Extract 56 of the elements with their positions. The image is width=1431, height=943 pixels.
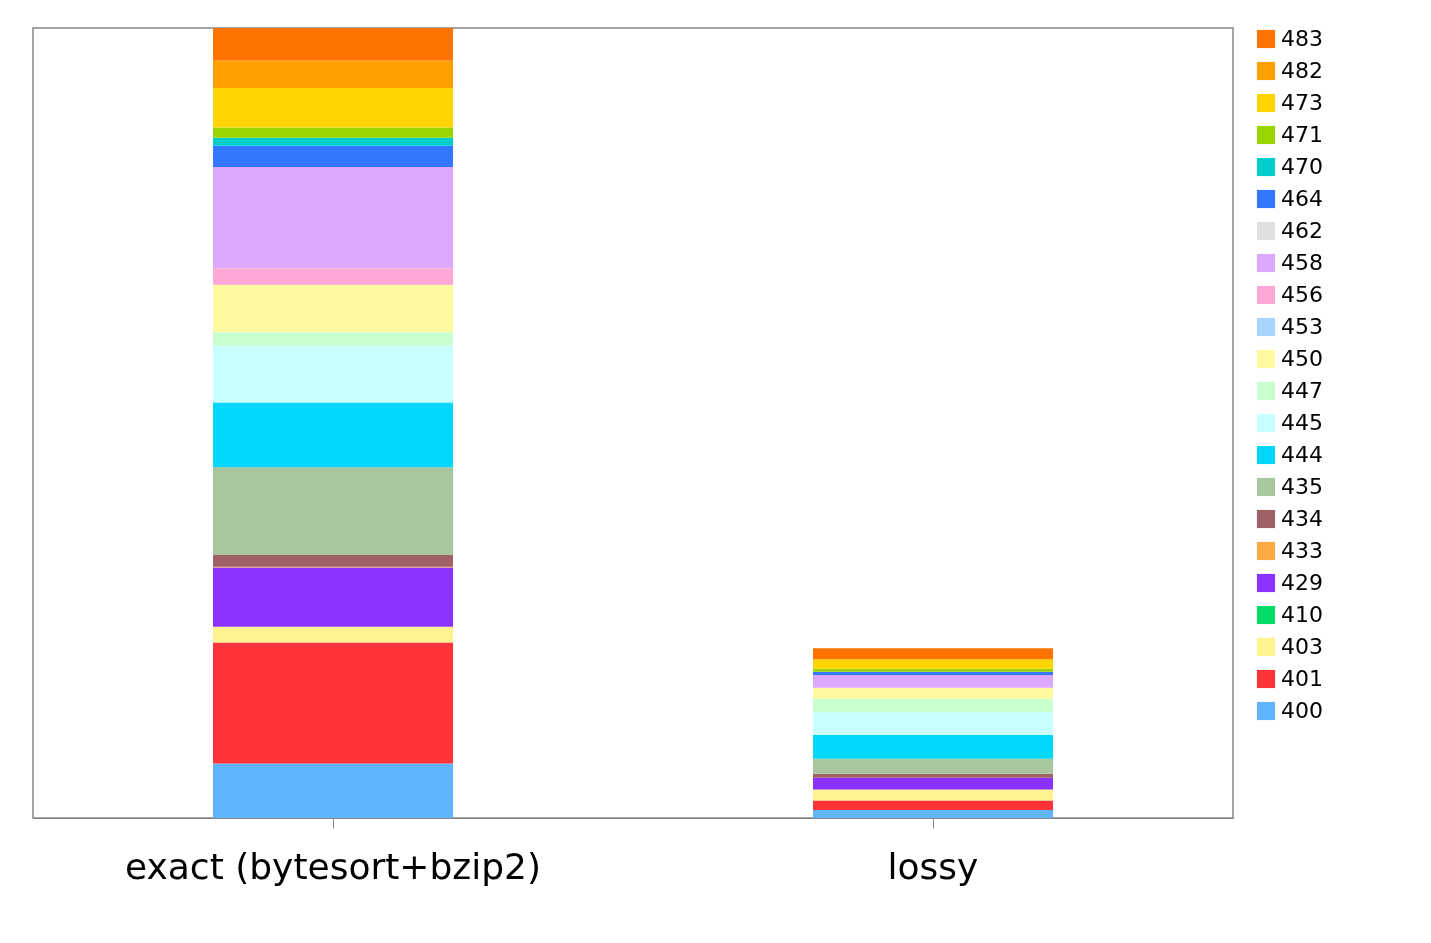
bar (213, 167, 453, 269)
bar (813, 659, 1053, 669)
bar (213, 554, 453, 567)
bar (213, 345, 453, 403)
legend-label: 483 (1281, 26, 1323, 51)
bar (813, 777, 1053, 790)
bar (213, 467, 453, 555)
legend-label: 453 (1281, 314, 1323, 339)
legend-label: 450 (1281, 346, 1323, 371)
bar (213, 137, 453, 146)
bar (813, 800, 1053, 811)
legend-label: 433 (1281, 538, 1323, 563)
bar (213, 402, 453, 468)
bar (813, 698, 1053, 713)
bar (213, 567, 453, 627)
legend-label: 434 (1281, 506, 1323, 531)
legend-label: 470 (1281, 154, 1323, 179)
legend-label: 401 (1281, 666, 1323, 691)
bar (813, 675, 1053, 688)
legend-label: 456 (1281, 282, 1323, 307)
bar (213, 763, 453, 818)
legend-label: 462 (1281, 218, 1323, 243)
bar (213, 145, 453, 168)
x-tick-label: lossy (887, 845, 979, 887)
legend-label: 444 (1281, 442, 1323, 467)
bar (813, 712, 1053, 736)
bar (213, 642, 453, 764)
x-tick-label: exact (bytesort+bzip2) (124, 845, 542, 887)
bar (813, 671, 1053, 676)
bar (813, 773, 1053, 778)
legend-label: 429 (1281, 570, 1323, 595)
legend-label: 471 (1281, 122, 1323, 147)
bar (813, 810, 1053, 818)
bar (213, 332, 453, 346)
legend-label: 403 (1281, 634, 1323, 659)
bar (813, 648, 1053, 660)
legend-label: 464 (1281, 186, 1323, 211)
bar (213, 60, 453, 89)
legend-label: 473 (1281, 90, 1323, 115)
legend-label: 435 (1281, 474, 1323, 499)
bar (213, 127, 453, 138)
legend-label: 410 (1281, 602, 1323, 627)
legend-label: 482 (1281, 58, 1323, 83)
legend-label: 447 (1281, 378, 1323, 403)
legend-label: 445 (1281, 410, 1323, 435)
bar (213, 626, 453, 643)
bar (813, 735, 1053, 759)
legend-label: 400 (1281, 698, 1323, 723)
bar (813, 758, 1053, 774)
bar (213, 28, 453, 61)
bar (213, 88, 453, 128)
bar (813, 687, 1053, 699)
legend-label: 458 (1281, 250, 1323, 275)
bar (213, 268, 453, 285)
bar (213, 284, 453, 333)
bar (813, 789, 1053, 801)
